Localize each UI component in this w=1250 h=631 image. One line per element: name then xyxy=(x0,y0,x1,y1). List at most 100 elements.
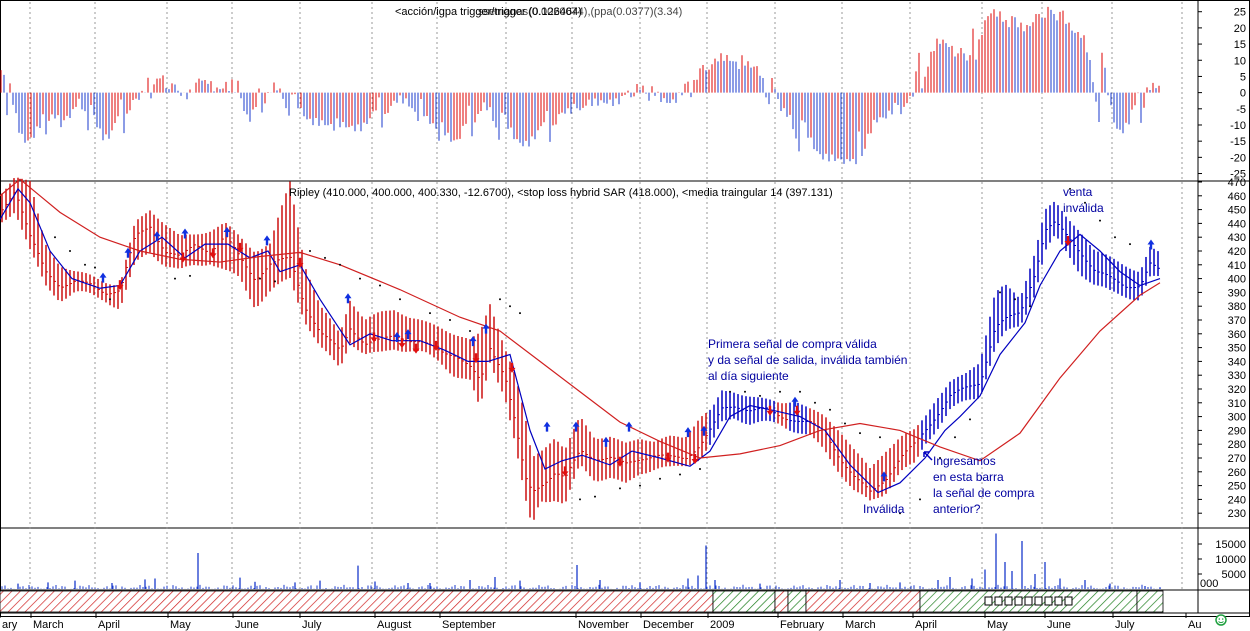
sell-signal-arrow xyxy=(236,242,244,253)
volume-tick-label: 5000 xyxy=(1222,569,1246,581)
month-label: March xyxy=(33,619,64,631)
price-tick-label: 240 xyxy=(1228,494,1246,506)
buy-signal-arrow xyxy=(469,336,477,347)
sell-signal-arrow xyxy=(370,332,378,343)
price-tick-label: 230 xyxy=(1228,508,1246,520)
sar-dot xyxy=(899,512,901,515)
sar-dot xyxy=(174,277,176,280)
month-label: ary xyxy=(2,619,18,631)
buy-signal-arrow xyxy=(684,427,692,438)
sell-signal-arrow xyxy=(664,452,672,463)
month-label: June xyxy=(1047,619,1071,631)
sell-signal-arrow xyxy=(691,454,699,464)
bullish-regime-segment xyxy=(712,590,776,613)
buy-signal-arrow xyxy=(153,231,161,242)
sar-dot xyxy=(639,484,641,487)
sar-dot xyxy=(699,468,701,471)
oscillator-panel: 25 20 15 10 5 0 -5 -10 -15 -20 -25 xyxy=(0,7,1246,181)
buy-signal-arrow xyxy=(880,471,888,482)
buy-signal-arrow xyxy=(1147,239,1155,250)
sell-signal-arrow xyxy=(116,280,124,291)
sell-signal-arrow xyxy=(616,456,624,467)
sar-dot xyxy=(109,298,111,301)
annotation-text: venta xyxy=(1063,185,1093,199)
bullish-regime-segment xyxy=(787,590,807,613)
price-tick-label: 370 xyxy=(1228,315,1246,327)
price-tick-label: 470 xyxy=(1228,177,1246,189)
sell-signal-arrow xyxy=(209,248,217,259)
sar-dot xyxy=(829,408,831,411)
sell-signal-arrow xyxy=(432,340,440,351)
sar-dot xyxy=(814,401,816,404)
price-tick-label: 270 xyxy=(1228,453,1246,465)
price-tick-label: 410 xyxy=(1228,260,1246,272)
volume-tick-label: 10000 xyxy=(1215,554,1246,566)
sar-dot xyxy=(1129,243,1131,246)
sar-dot xyxy=(324,256,326,259)
month-label: June xyxy=(235,619,259,631)
buy-signal-arrow xyxy=(700,425,708,436)
sar-dot xyxy=(69,250,71,252)
osc-tick-label: -15 xyxy=(1230,136,1246,148)
price-tick-label: 440 xyxy=(1228,218,1246,230)
sar-dot xyxy=(759,394,761,397)
price-tick-label: 380 xyxy=(1228,301,1246,313)
osc-tick-label: 0 xyxy=(1240,88,1246,100)
buy-signal-arrow xyxy=(263,235,271,246)
bullish-regime-segment xyxy=(1136,590,1164,613)
long-moving-average-line xyxy=(0,178,1161,462)
month-label: May xyxy=(987,619,1008,631)
sar-dot xyxy=(399,298,401,301)
osc-tick-label: -10 xyxy=(1230,120,1246,132)
price-tick-label: 290 xyxy=(1228,425,1246,437)
sar-dot xyxy=(594,495,596,498)
sell-signal-arrow xyxy=(793,405,801,416)
sar-dot xyxy=(679,473,681,476)
month-label: May xyxy=(170,619,191,631)
price-tick-label: 390 xyxy=(1228,287,1246,299)
month-label: April xyxy=(98,619,120,631)
buy-signal-arrow xyxy=(482,323,490,334)
sar-dot xyxy=(509,305,511,308)
sar-dot xyxy=(1029,305,1031,308)
price-tick-label: 450 xyxy=(1228,205,1246,217)
price-tick-label: 460 xyxy=(1228,191,1246,203)
sell-signal-arrow xyxy=(296,258,304,269)
sell-signal-arrow xyxy=(179,252,187,263)
sar-dot xyxy=(379,284,381,287)
sar-dot xyxy=(729,390,731,393)
volume-tick-label: 15000 xyxy=(1215,539,1246,551)
sar-dot xyxy=(954,436,956,439)
regime-bar-panel xyxy=(0,590,1164,613)
buy-signal-arrow xyxy=(124,247,132,258)
sell-signal-arrow xyxy=(398,338,406,349)
sar-dot xyxy=(309,250,311,252)
price-tick-label: 250 xyxy=(1228,481,1246,493)
sar-dot xyxy=(94,266,96,269)
sar-dot xyxy=(999,291,1001,294)
month-label: July xyxy=(302,619,322,631)
sar-dot xyxy=(939,457,941,459)
sar-dot xyxy=(919,498,921,501)
osc-tick-label: 10 xyxy=(1234,55,1246,67)
price-tick-label: 420 xyxy=(1228,246,1246,258)
annotation-text: la señal de compra xyxy=(933,486,1035,500)
buy-signal-arrow xyxy=(602,436,610,447)
osc-tick-label: -5 xyxy=(1236,104,1246,116)
osc-tick-label: 25 xyxy=(1234,7,1246,19)
buy-signal-arrow xyxy=(572,421,580,432)
buy-signal-arrow xyxy=(181,228,189,239)
annotation-text: en esta barra xyxy=(933,470,1004,484)
month-label: March xyxy=(845,619,876,631)
sar-dot xyxy=(659,477,661,480)
status-icon[interactable] xyxy=(1215,614,1227,626)
month-label: July xyxy=(1115,619,1135,631)
osc-tick-label: 20 xyxy=(1234,23,1246,35)
sar-dot xyxy=(499,298,501,301)
regime-box xyxy=(1004,596,1013,606)
sar-dot xyxy=(744,390,746,393)
sar-dot xyxy=(519,312,521,315)
volume-tick-label: 000 xyxy=(1200,578,1218,590)
annotation-text: Inválida xyxy=(863,502,905,516)
month-label: April xyxy=(915,619,937,631)
